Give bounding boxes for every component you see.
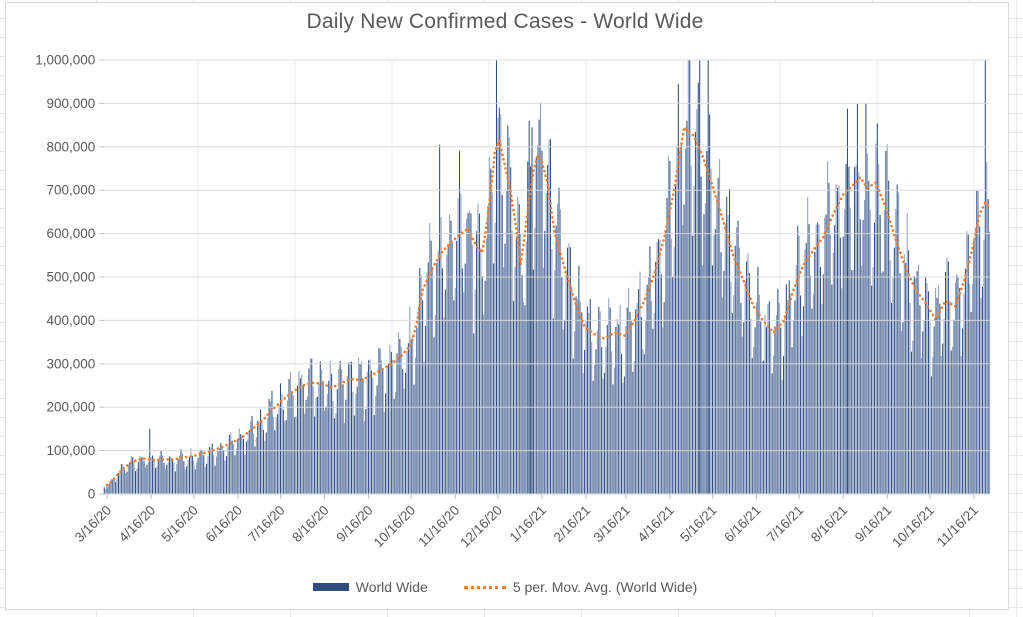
y-axis-label: 900,000 xyxy=(46,96,95,111)
x-axis-label: 2/16/21 xyxy=(551,503,593,545)
x-axis-label: 4/16/20 xyxy=(116,503,158,545)
legend-bar-swatch xyxy=(312,583,349,591)
x-axis-label: 11/16/20 xyxy=(415,503,462,550)
legend-item-moving-average: 5 per. Mov. Avg. (World Wide) xyxy=(463,579,698,595)
x-axis-label: 11/16/21 xyxy=(934,503,981,550)
chart-legend: World Wide 5 per. Mov. Avg. (World Wide) xyxy=(0,579,1010,595)
x-axis-label: 5/16/21 xyxy=(677,503,719,545)
y-axis-label: 600,000 xyxy=(46,226,95,241)
x-axis-label: 10/16/20 xyxy=(371,503,419,551)
y-axis-label: 100,000 xyxy=(46,443,95,458)
x-axis-label: 1/16/21 xyxy=(507,503,549,545)
x-axis-label: 5/16/20 xyxy=(158,503,200,545)
moving-average-line xyxy=(105,124,990,487)
chart-title: Daily New Confirmed Cases - World Wide xyxy=(306,10,704,33)
y-axis-label: 200,000 xyxy=(46,400,95,415)
y-axis-label: 500,000 xyxy=(46,270,95,285)
x-axis-label: 10/16/21 xyxy=(889,503,937,551)
y-axis-label: 300,000 xyxy=(46,356,95,371)
x-axis-label: 3/16/20 xyxy=(72,503,114,545)
x-axis-label: 6/16/20 xyxy=(203,503,245,545)
x-axis-label: 8/16/21 xyxy=(808,503,850,545)
x-axis-label: 3/16/21 xyxy=(590,503,632,545)
x-axis-label: 12/16/20 xyxy=(457,503,505,551)
sheet-column-line xyxy=(1016,0,1017,617)
bars-series-world-wide xyxy=(103,60,991,495)
legend-item-world-wide: World Wide xyxy=(312,579,428,595)
x-axis-label: 9/16/20 xyxy=(333,503,375,545)
x-axis-label: 7/16/20 xyxy=(245,503,287,545)
y-axis-label: 0 xyxy=(88,487,96,502)
legend-dotted-swatch xyxy=(463,585,506,589)
legend-label-moving-average: 5 per. Mov. Avg. (World Wide) xyxy=(512,579,698,595)
x-axis-label: 4/16/21 xyxy=(635,503,677,545)
x-axis-label: 8/16/20 xyxy=(289,503,331,545)
y-axis-label: 400,000 xyxy=(46,313,95,328)
x-axis-label: 9/16/21 xyxy=(852,503,894,545)
y-axis-label: 1,000,000 xyxy=(35,53,95,68)
legend-label-world-wide: World Wide xyxy=(355,579,428,595)
y-axis-label: 700,000 xyxy=(46,183,95,198)
y-axis-label: 800,000 xyxy=(46,139,95,154)
x-axis-label: 6/16/21 xyxy=(721,503,763,545)
x-axis-label: 7/16/21 xyxy=(764,503,806,545)
